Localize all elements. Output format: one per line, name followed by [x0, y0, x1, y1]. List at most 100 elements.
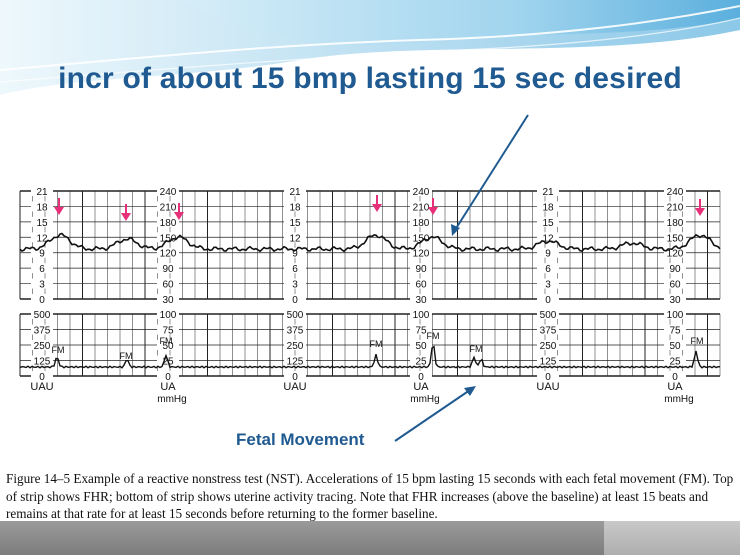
scale-label-bg — [31, 216, 53, 227]
ua-scale-label-b: 100 — [667, 310, 684, 321]
scale-label-bg — [410, 247, 432, 258]
marker-head — [121, 213, 131, 221]
scale-label-bg — [284, 263, 306, 274]
scale-label-bg — [31, 278, 53, 289]
ua-axis-unit: mmHg — [157, 394, 186, 405]
fhr-scale-label-b: 60 — [669, 280, 681, 291]
fhr-scale-label-b: 60 — [162, 280, 174, 291]
scale-label-bg — [284, 232, 306, 243]
fhr-scale-label-b: 150 — [160, 233, 177, 244]
fetal-movement-marker-icon — [174, 203, 184, 220]
ua-trace — [19, 345, 721, 369]
scale-label-bg — [157, 294, 179, 304]
slide-title: incr of about 15 bmp lasting 15 sec desi… — [58, 62, 682, 95]
fhr-scale-label-b: 180 — [160, 218, 177, 229]
fetal-movement-arrow-head-icon — [464, 386, 476, 396]
fhr-scale-label-a: 15 — [289, 218, 301, 229]
fhr-scale-label-a: 3 — [545, 280, 551, 291]
scale-label-bg — [157, 309, 179, 319]
scale-label-bg — [664, 247, 686, 258]
fhr-scale-label-a: 3 — [39, 280, 45, 291]
fhr-scale-label-a: 12 — [542, 233, 554, 244]
ua-scale-label-b: 75 — [162, 326, 174, 337]
fhr-scale-label-a: 12 — [289, 233, 301, 244]
ua-scale-label-b: 50 — [669, 341, 681, 352]
ua-scale-label-b: 0 — [165, 372, 171, 383]
ua-scale-label-a: 125 — [287, 357, 304, 368]
ua-scale-label-b: 50 — [162, 341, 174, 352]
scale-label-bg — [284, 309, 306, 319]
scale-label-bg — [157, 201, 179, 212]
fhr-scale-label-a: 6 — [545, 264, 551, 275]
ua-scale-label-b: 50 — [415, 341, 427, 352]
fhr-trace — [19, 232, 721, 253]
scale-label-bg — [31, 263, 53, 274]
fetal-movement-label: Fetal Movement — [236, 430, 365, 449]
scale-label-bg — [157, 324, 179, 335]
fhr-scale-label-a: 6 — [292, 264, 298, 275]
scale-label-bg — [410, 216, 432, 227]
fhr-scale-label-a: 18 — [289, 202, 301, 213]
scale-label-bg — [31, 371, 53, 381]
marker-head — [428, 207, 438, 215]
scale-label-bg — [664, 371, 686, 381]
fhr-scale-label-b: 60 — [415, 280, 427, 291]
scale-label-bg — [410, 355, 432, 366]
fhr-scale-label-b: 30 — [162, 295, 174, 306]
fhr-scale-label-a: 21 — [289, 187, 301, 198]
ua-axis-label-ua: UA — [413, 381, 429, 393]
fm-mark: FM — [691, 336, 704, 346]
fhr-scale-label-a: 0 — [292, 295, 298, 306]
fhr-scale-label-a: 0 — [39, 295, 45, 306]
scale-label-bg — [664, 324, 686, 335]
scale-label-bg — [157, 216, 179, 227]
fhr-scale-label-b: 90 — [669, 264, 681, 275]
scale-label-bg — [31, 247, 53, 258]
scale-label-bg — [284, 186, 306, 196]
ua-scale-label-a: 375 — [287, 326, 304, 337]
footer-band-light — [604, 521, 740, 555]
scale-label-bg — [284, 355, 306, 366]
scale-label-bg — [284, 216, 306, 227]
ua-axis-label-uau: UAU — [30, 381, 53, 393]
scale-label-bg — [537, 201, 559, 212]
ua-scale-label-a: 0 — [39, 372, 45, 383]
scale-label-bg — [410, 201, 432, 212]
scale-label-bg — [157, 263, 179, 274]
scale-label-bg — [664, 355, 686, 366]
acceleration-arrow-head-icon — [451, 224, 460, 236]
fhr-scale-label-b: 180 — [667, 218, 684, 229]
fm-mark: FM — [427, 331, 440, 341]
fhr-scale-label-a: 0 — [545, 295, 551, 306]
ua-scale-label-b: 100 — [160, 310, 177, 321]
fhr-scale-label-b: 120 — [667, 249, 684, 260]
scale-label-bg — [284, 340, 306, 350]
ua-grid — [19, 313, 721, 377]
scale-label-bg — [410, 309, 432, 319]
scale-label-bg — [157, 247, 179, 258]
scale-label-bg — [31, 309, 53, 319]
fhr-scale-label-a: 21 — [36, 187, 48, 198]
fhr-scale-label-b: 90 — [162, 264, 174, 275]
scale-label-bg — [31, 355, 53, 366]
scale-label-bg — [537, 324, 559, 335]
ua-scale-label-b: 75 — [415, 326, 427, 337]
fhr-scale-label-b: 30 — [669, 295, 681, 306]
scale-label-bg — [284, 278, 306, 289]
fhr-scale-label-b: 120 — [160, 249, 177, 260]
scale-label-bg — [410, 294, 432, 304]
fhr-scale-label-b: 240 — [413, 187, 430, 198]
scale-label-bg — [537, 294, 559, 304]
fm-mark: FM — [470, 344, 483, 354]
ua-axis-label-uau: UAU — [283, 381, 306, 393]
fm-mark: FM — [52, 345, 65, 355]
scale-label-bg — [537, 340, 559, 350]
ua-scale-label-a: 250 — [287, 341, 304, 352]
scale-label-bg — [664, 201, 686, 212]
fhr-scale-label-a: 15 — [36, 218, 48, 229]
ua-scale-label-a: 375 — [540, 326, 557, 337]
ua-scale-label-a: 375 — [34, 326, 51, 337]
fhr-scale-label-a: 6 — [39, 264, 45, 275]
ua-scale-label-b: 100 — [413, 310, 430, 321]
